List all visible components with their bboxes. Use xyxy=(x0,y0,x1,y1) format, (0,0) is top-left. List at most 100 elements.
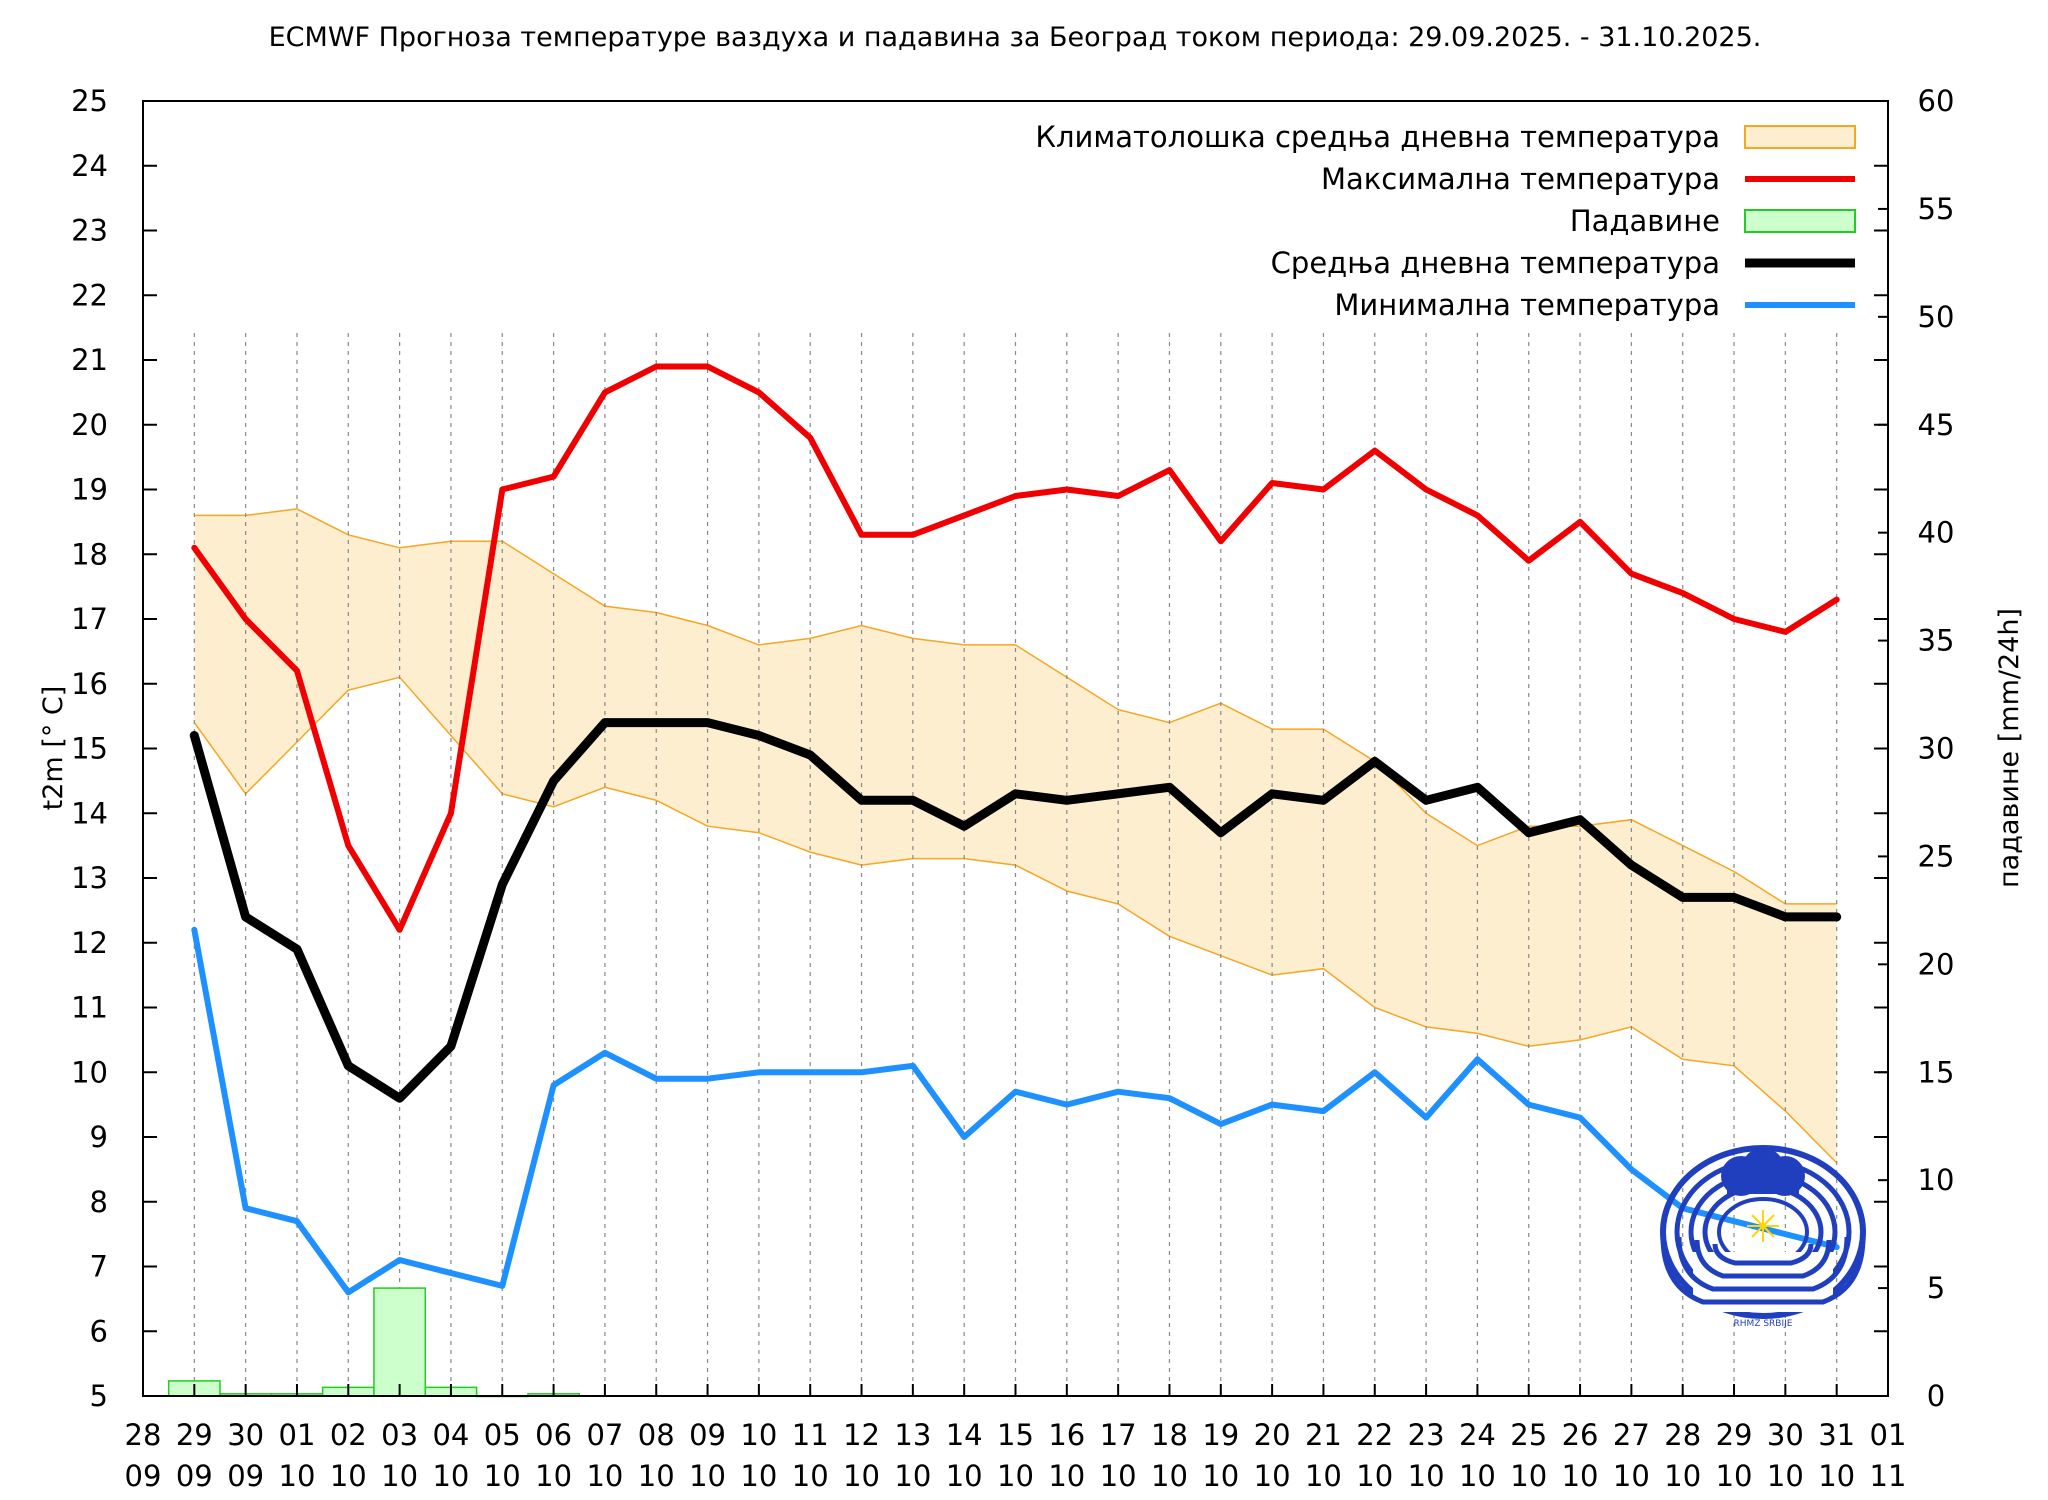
x-tick-month: 11 xyxy=(1870,1459,1907,1493)
x-tick-month: 09 xyxy=(227,1459,264,1493)
y-tick-label: 23 xyxy=(71,214,108,248)
y2-tick-label: 30 xyxy=(1918,732,1955,766)
x-tick-month: 10 xyxy=(689,1459,726,1493)
y-tick-label: 5 xyxy=(90,1379,108,1413)
legend-label: Средња дневна температура xyxy=(1271,246,1720,280)
x-tick-day: 08 xyxy=(638,1418,675,1452)
x-tick-day: 04 xyxy=(432,1418,469,1452)
y-tick-label: 12 xyxy=(71,926,108,960)
y-tick-label: 9 xyxy=(90,1120,108,1154)
y2-tick-label: 60 xyxy=(1918,84,1955,118)
x-tick-month: 10 xyxy=(1562,1459,1599,1493)
x-tick-month: 10 xyxy=(535,1459,572,1493)
x-tick-month: 10 xyxy=(1048,1459,1085,1493)
x-tick-month: 10 xyxy=(740,1459,777,1493)
x-tick-month: 10 xyxy=(279,1459,316,1493)
y2-tick-label: 15 xyxy=(1918,1055,1955,1089)
y-axis-label: t2m [° C] xyxy=(38,686,69,811)
x-tick-day: 29 xyxy=(176,1418,213,1452)
x-tick-month: 10 xyxy=(330,1459,367,1493)
y2-tick-label: 35 xyxy=(1918,624,1955,658)
x-tick-day: 28 xyxy=(1664,1418,1701,1452)
x-tick-month: 10 xyxy=(1202,1459,1239,1493)
x-tick-month: 10 xyxy=(894,1459,931,1493)
x-tick-month: 10 xyxy=(586,1459,623,1493)
y-tick-label: 24 xyxy=(71,149,108,183)
x-tick-month: 10 xyxy=(432,1459,469,1493)
series-layer xyxy=(189,363,1842,1296)
y2-tick-label: 50 xyxy=(1918,300,1955,334)
y2-tick-label: 20 xyxy=(1918,947,1955,981)
x-tick-month: 10 xyxy=(1613,1459,1650,1493)
x-tick-day: 31 xyxy=(1818,1418,1855,1452)
x-tick-day: 18 xyxy=(1151,1418,1188,1452)
y-tick-label: 7 xyxy=(90,1250,108,1284)
series-line-max xyxy=(191,363,1840,933)
y-tick-label: 19 xyxy=(71,473,108,507)
precipitation-layer xyxy=(167,1287,580,1398)
x-tick-day: 14 xyxy=(946,1418,983,1452)
y2-tick-label: 0 xyxy=(1927,1379,1945,1413)
x-tick-day: 22 xyxy=(1356,1418,1393,1452)
y-tick-label: 22 xyxy=(71,278,108,312)
x-tick-day: 12 xyxy=(843,1418,880,1452)
y-tick-label: 8 xyxy=(90,1185,108,1219)
x-tick-day: 23 xyxy=(1408,1418,1445,1452)
y-tick-label: 11 xyxy=(71,991,108,1025)
x-tick-day: 27 xyxy=(1613,1418,1650,1452)
x-tick-month: 10 xyxy=(1716,1459,1753,1493)
rhmz-logo: RHMZ SRBIJE xyxy=(1660,1145,1866,1329)
y2-tick-label: 40 xyxy=(1918,516,1955,550)
logo-text: RHMZ SRBIJE xyxy=(1734,1319,1793,1329)
x-tick-day: 25 xyxy=(1510,1418,1547,1452)
x-tick-month: 10 xyxy=(1408,1459,1445,1493)
legend-label: Климатолошка средња дневна температура xyxy=(1035,120,1720,154)
y2-tick-label: 10 xyxy=(1918,1163,1955,1197)
x-tick-month: 10 xyxy=(638,1459,675,1493)
x-tick-month: 10 xyxy=(484,1459,521,1493)
x-tick-day: 01 xyxy=(279,1418,316,1452)
x-tick-day: 05 xyxy=(484,1418,521,1452)
sun-icon xyxy=(1747,1210,1779,1242)
series-line-mean xyxy=(189,718,1842,1103)
x-tick-month: 09 xyxy=(176,1459,213,1493)
y-tick-label: 6 xyxy=(90,1314,108,1348)
y-tick-label: 16 xyxy=(71,667,108,701)
y-tick-label: 15 xyxy=(71,732,108,766)
x-axis: 28 09 29 09 30 09 01 10 02 10 03 10 04 10 05 10 06 10 07 10… xyxy=(125,1384,1907,1493)
x-tick-month: 10 xyxy=(1254,1459,1291,1493)
x-tick-month: 10 xyxy=(1818,1459,1855,1493)
x-tick-month: 10 xyxy=(381,1459,418,1493)
y2-axis-label: падавине [mm/24h] xyxy=(1994,608,2025,888)
y-axis-left: 5 6 7 8 9 10 11 12 13 14 15 16 17 18 19 20 21 22 23 24 25 xyxy=(71,84,1888,1413)
y2-tick-label: 5 xyxy=(1927,1271,1945,1305)
x-tick-month: 10 xyxy=(1459,1459,1496,1493)
y2-tick-label: 45 xyxy=(1918,408,1955,442)
legend-label: Падавине xyxy=(1570,204,1720,238)
x-tick-month: 10 xyxy=(1767,1459,1804,1493)
x-tick-month: 10 xyxy=(792,1459,829,1493)
y-tick-label: 14 xyxy=(71,796,108,830)
x-tick-month: 10 xyxy=(1664,1459,1701,1493)
x-tick-month: 10 xyxy=(1356,1459,1393,1493)
legend: Климатолошка средња дневна температура Ма… xyxy=(1035,120,1856,322)
x-tick-day: 03 xyxy=(381,1418,418,1452)
y-tick-label: 17 xyxy=(71,602,108,636)
x-tick-day: 24 xyxy=(1459,1418,1496,1452)
y-axis-right: 0 5 10 15 20 25 30 35 40 45 50 55 60 xyxy=(1878,84,1954,1413)
x-tick-month: 10 xyxy=(1510,1459,1547,1493)
legend-label: Минимална температура xyxy=(1334,288,1720,322)
x-tick-day: 29 xyxy=(1716,1418,1753,1452)
chart-title: ECMWF Прогноза температуре ваздуха и пад… xyxy=(269,22,1762,53)
x-tick-month: 10 xyxy=(1100,1459,1137,1493)
y2-tick-label: 25 xyxy=(1918,839,1955,873)
x-tick-day: 26 xyxy=(1562,1418,1599,1452)
y-tick-label: 20 xyxy=(71,408,108,442)
x-tick-day: 16 xyxy=(1048,1418,1085,1452)
x-tick-month: 10 xyxy=(946,1459,983,1493)
x-tick-month: 10 xyxy=(997,1459,1034,1493)
x-tick-day: 17 xyxy=(1100,1418,1137,1452)
x-tick-day: 02 xyxy=(330,1418,367,1452)
x-tick-day: 01 xyxy=(1870,1418,1907,1452)
y-tick-label: 25 xyxy=(71,84,108,118)
